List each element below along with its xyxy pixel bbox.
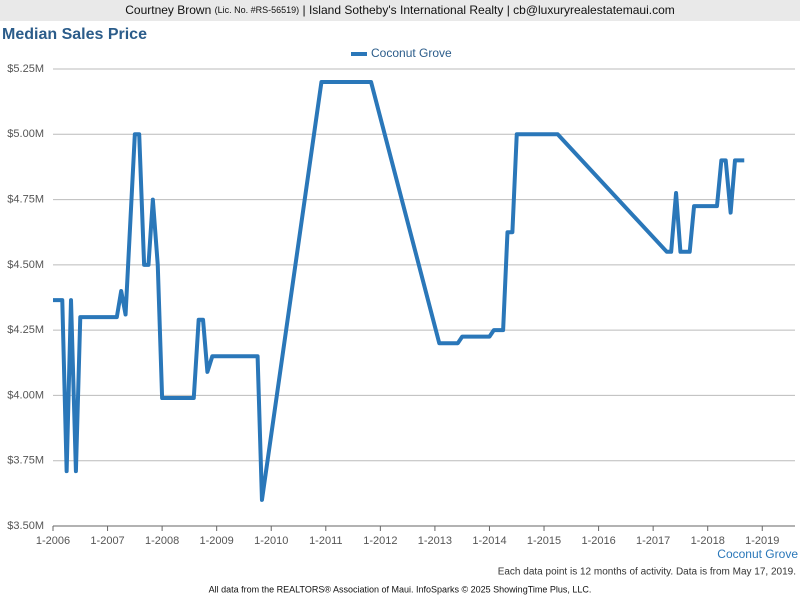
x-tick-label: 1-2016: [581, 535, 615, 547]
header: Courtney Brown (Lic. No. #RS-56519) | Is…: [125, 3, 675, 17]
x-tick-label: 1-2011: [309, 535, 342, 547]
x-tick-label: 1-2007: [90, 535, 124, 547]
legend-label: Coconut Grove: [371, 46, 452, 60]
y-tick-label: $4.25M: [7, 324, 44, 336]
header-bar: [0, 0, 800, 21]
series-line: [53, 80, 745, 502]
agent-name: Courtney Brown: [125, 3, 211, 17]
y-tick-label: $3.75M: [7, 455, 44, 467]
note: Each data point is 12 months of activity…: [498, 567, 796, 578]
y-tick-label: $4.50M: [7, 259, 44, 271]
x-tick-label: 1-2018: [691, 535, 725, 547]
x-tick-label: 1-2012: [363, 535, 397, 547]
y-tick-label: $3.50M: [7, 520, 44, 532]
x-tick-label: 1-2013: [418, 535, 452, 547]
x-tick-label: 1-2015: [527, 535, 561, 547]
x-tick-label: 1-2010: [254, 535, 288, 547]
license: (Lic. No. #RS-56519): [215, 5, 300, 15]
series-caption: Coconut Grove: [717, 547, 798, 561]
y-tick-label: $4.75M: [7, 193, 44, 205]
x-tick-label: 1-2006: [36, 535, 70, 547]
x-tick-label: 1-2009: [200, 535, 234, 547]
x-tick-label: 1-2019: [745, 535, 779, 547]
source: All data from the REALTORS® Association …: [209, 584, 592, 594]
x-tick-label: 1-2017: [636, 535, 670, 547]
y-tick-label: $5.25M: [7, 63, 44, 75]
chart-title: Median Sales Price: [2, 26, 147, 43]
header-info: | Island Sotheby's International Realty …: [303, 3, 675, 17]
x-tick-label: 1-2014: [472, 535, 506, 547]
x-tick-label: 1-2008: [145, 535, 179, 547]
y-tick-label: $5.00M: [7, 128, 44, 140]
y-tick-label: $4.00M: [7, 389, 44, 401]
